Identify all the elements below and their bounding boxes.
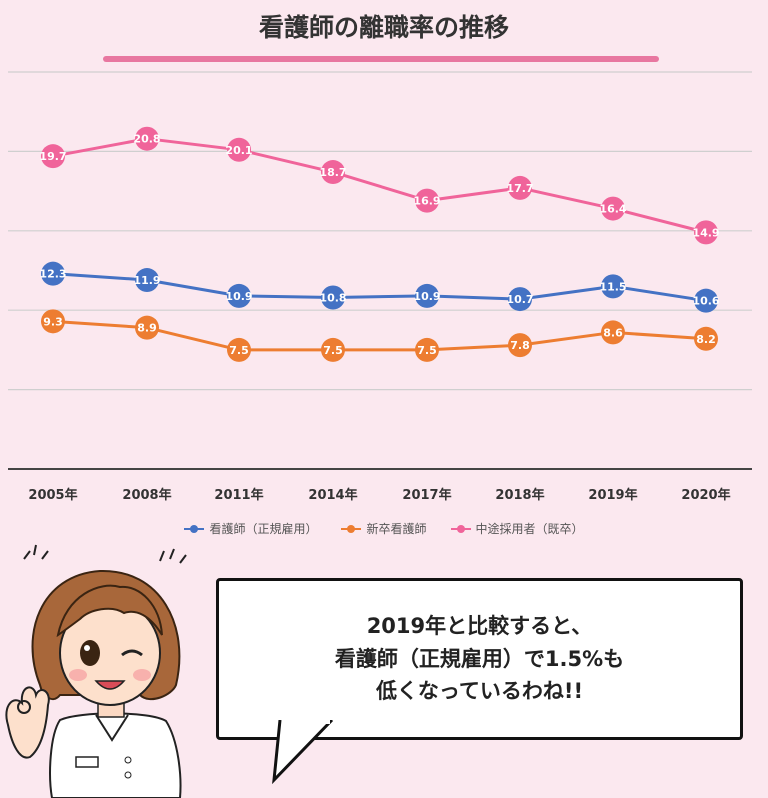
x-tick-label: 2018年 [495,487,544,503]
data-label: 18.7 [319,166,346,179]
series-line [52,272,707,303]
speech-bubble: 2019年と比較すると、 看護師（正規雇用）で1.5%も 低くなっているわね!! [216,578,743,740]
data-point [601,320,625,345]
x-tick-label: 2011年 [214,487,263,503]
legend-swatch [341,524,362,533]
legend-item: 中途採用者（既卒） [450,520,584,537]
nurse-character-illustration [5,544,187,798]
legend-label: 新卒看護師 [366,522,427,536]
data-label: 7.5 [323,344,343,357]
data-point [508,333,532,358]
data-point [601,274,625,299]
x-tick-label: 2005年 [28,487,77,503]
data-point [227,137,251,162]
data-label: 16.4 [599,203,626,216]
data-point [415,283,439,308]
sparkle-icon [23,544,187,564]
speech-line-1: 2019年と比較すると、 [366,614,593,639]
data-point [508,175,532,200]
data-label: 19.7 [39,150,66,163]
speech-line-3: 低くなっているわね!! [375,679,584,704]
legend-swatch [450,524,471,533]
data-label: 20.8 [133,133,160,146]
chart-legend: 看護師（正規雇用） 新卒看護師 中途採用者（既卒） [0,520,768,537]
data-label: 9.3 [43,315,63,328]
legend-label: 中途採用者（既卒） [475,522,584,536]
data-point [135,268,159,293]
legend-swatch [184,524,205,533]
legend-label: 看護師（正規雇用） [209,522,318,536]
data-label: 10.9 [225,290,252,303]
data-point [41,144,65,169]
data-point [321,285,345,310]
data-point [227,283,251,308]
data-label: 8.9 [137,322,157,335]
data-label: 11.9 [133,274,160,287]
data-point [41,261,65,286]
data-point [227,337,251,362]
data-point [694,220,718,245]
x-tick-label: 2017年 [402,487,451,503]
data-label: 14.9 [692,226,719,239]
data-point [135,315,159,340]
data-label: 10.7 [506,293,533,306]
data-label: 10.6 [692,295,719,308]
speech-bubble-tail [272,720,334,784]
data-label: 11.5 [599,280,626,293]
data-point [694,326,718,351]
data-point [415,188,439,213]
data-point [694,288,718,313]
data-label: 7.5 [417,344,437,357]
data-point [41,309,65,334]
series-line [52,137,707,234]
legend-item: 看護師（正規雇用） [184,520,317,537]
data-point [415,337,439,362]
legend-item: 新卒看護師 [341,520,427,537]
x-tick-label: 2008年 [122,487,171,503]
data-point [135,126,159,151]
data-label: 10.9 [413,290,440,303]
data-label: 8.2 [696,333,716,346]
x-tick-label: 2014年 [308,487,357,503]
data-label: 17.7 [506,182,533,195]
data-label: 7.8 [510,339,530,352]
data-point [601,196,625,221]
data-point [508,287,532,312]
series-line [52,319,707,352]
chart-title: 看護師の離職率の推移 [258,13,509,42]
x-tick-label: 2020年 [681,487,730,503]
data-point [321,337,345,362]
title-underline [103,56,659,62]
data-label: 20.1 [225,144,252,157]
speech-line-2: 看護師（正規雇用）で1.5%も [334,646,625,671]
x-tick-label: 2019年 [588,487,637,503]
data-label: 7.5 [229,344,249,357]
data-label: 8.6 [603,326,623,339]
line-chart: 2005年 2008年 2011年 2014年 2017年 2018年 2019年 2020年… [8,71,752,503]
data-label: 10.8 [319,291,346,304]
data-label: 16.9 [413,195,440,208]
data-point [321,160,345,185]
data-label: 12.3 [39,268,66,281]
